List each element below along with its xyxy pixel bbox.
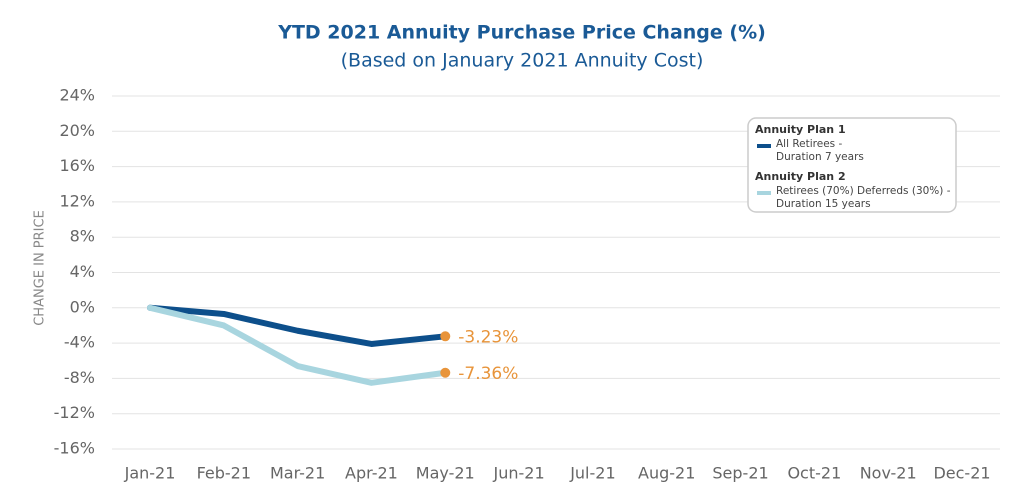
legend-entry: Retirees (70%) Deferreds (30%) -Duration… [776, 185, 951, 210]
y-axis-label: CHANGE IN PRICE [33, 210, 48, 326]
line-series [147, 304, 449, 347]
legend-entry-line: Duration 7 years [776, 151, 864, 163]
chart-subtitle: (Based on January 2021 Annuity Cost) [341, 50, 704, 72]
y-tick-label: -12% [54, 403, 95, 422]
data-label: -3.23% [458, 327, 518, 347]
chart-title: YTD 2021 Annuity Purchase Price Change (… [277, 22, 766, 44]
end-marker [440, 367, 451, 378]
x-tick-label: May-21 [416, 464, 475, 483]
y-tick-label: 0% [70, 297, 95, 316]
legend-entry-line: All Retirees - [776, 138, 842, 150]
x-tick-label: Nov-21 [860, 464, 917, 483]
legend-group: Annuity Plan 2 [755, 170, 846, 183]
x-tick-label: Oct-21 [787, 464, 841, 483]
x-tick-label: Dec-21 [933, 464, 990, 483]
y-tick-label: 20% [59, 121, 95, 140]
y-tick-label: 8% [70, 227, 95, 246]
legend: Annuity Plan 1 All Retirees -Duration 7 y… [747, 117, 957, 213]
x-tick-label: Jan-21 [124, 464, 176, 483]
x-tick-label: Jul-21 [569, 464, 615, 483]
line-series [147, 304, 449, 386]
end-marker [440, 331, 451, 342]
data-label: -7.36% [458, 364, 518, 384]
legend-box [747, 117, 957, 213]
y-tick-label: 4% [70, 262, 95, 281]
y-tick-label: 12% [59, 191, 95, 210]
x-tick-label: Apr-21 [345, 464, 398, 483]
legend-entry-line: Retirees (70%) Deferreds (30%) - [776, 185, 951, 197]
y-tick-label: 24% [59, 86, 95, 105]
legend-entry: All Retirees -Duration 7 years [776, 138, 864, 163]
y-tick-label: -16% [54, 439, 95, 458]
y-tick-label: 16% [59, 156, 95, 175]
x-tick-label: Mar-21 [270, 464, 325, 483]
legend-entry-line: Duration 15 years [776, 198, 871, 210]
x-tick-label: Feb-21 [197, 464, 251, 483]
y-tick-label: -4% [64, 333, 95, 352]
legend-group: Annuity Plan 1 [755, 123, 846, 136]
x-tick-label: Aug-21 [638, 464, 695, 483]
x-tick-label: Jun-21 [493, 464, 545, 483]
x-tick-label: Sep-21 [712, 464, 768, 483]
y-tick-label: -8% [64, 368, 95, 387]
